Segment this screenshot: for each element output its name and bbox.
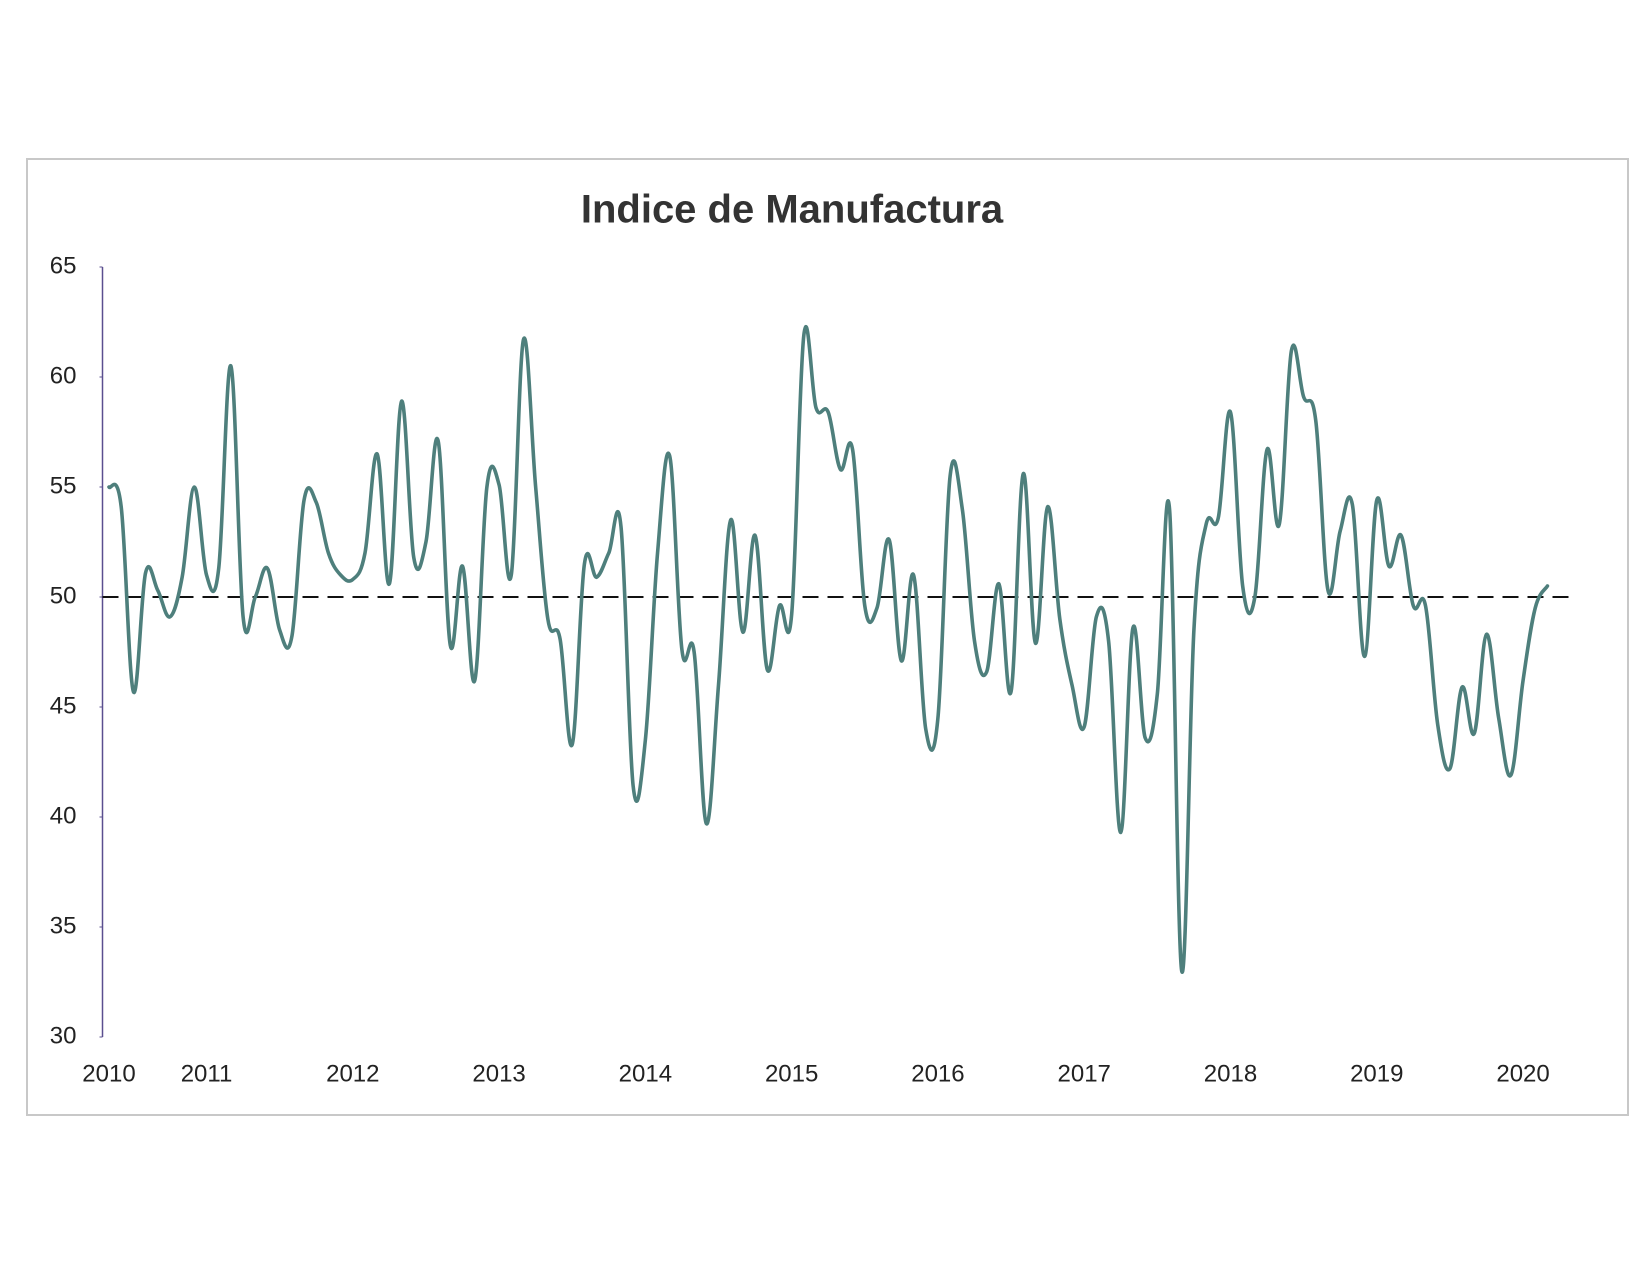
y-tick-label: 45 — [50, 692, 77, 719]
x-tick-label: 2019 — [1350, 1060, 1403, 1087]
x-tick-label: 2014 — [619, 1060, 672, 1087]
line-series — [107, 324, 1550, 974]
x-tick-label: 2013 — [472, 1060, 525, 1087]
x-tick-label: 2020 — [1496, 1060, 1549, 1087]
x-tick-label: 2018 — [1204, 1060, 1257, 1087]
x-tick-label: 2012 — [326, 1060, 379, 1087]
x-tick-label: 2017 — [1058, 1060, 1111, 1087]
y-tick-label: 65 — [50, 252, 77, 279]
y-tick-label: 60 — [50, 362, 77, 389]
x-tick-label: 2010 — [82, 1060, 135, 1087]
y-tick-label: 55 — [50, 472, 77, 499]
y-tick-label: 50 — [50, 582, 77, 609]
chart-frame — [26, 158, 1629, 1116]
chart-title: Indice de Manufactura — [581, 188, 1004, 232]
x-tick-label: 2016 — [911, 1060, 964, 1087]
y-tick-label: 40 — [50, 802, 77, 829]
x-tick-label: 2015 — [765, 1060, 818, 1087]
x-tick-label: 2011 — [181, 1060, 233, 1087]
y-tick-label: 30 — [50, 1022, 77, 1049]
y-tick-label: 35 — [50, 912, 77, 939]
